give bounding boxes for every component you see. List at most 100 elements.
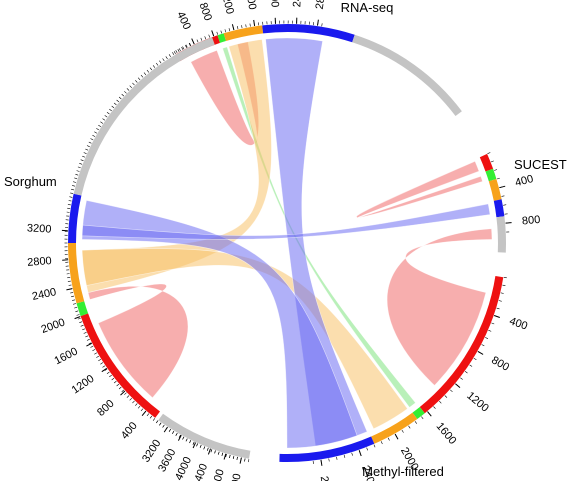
minor-tick — [236, 456, 238, 460]
minor-tick — [96, 355, 100, 358]
minor-tick — [75, 310, 79, 313]
minor-tick — [82, 155, 86, 158]
minor-tick — [106, 371, 110, 375]
link-sucest-sucest-red — [356, 160, 483, 219]
minor-tick — [76, 170, 80, 172]
minor-tick — [68, 284, 72, 286]
tick-label-sorghum: 800 — [95, 398, 117, 419]
minor-tick — [203, 446, 206, 450]
major-tick — [253, 19, 256, 26]
minor-tick — [494, 169, 498, 171]
minor-tick — [126, 395, 130, 398]
band-rnaseq-orange — [223, 25, 264, 41]
link-sorghum-sorghum-red — [87, 283, 189, 399]
major-tick — [120, 390, 126, 396]
major-tick — [223, 453, 227, 460]
tick-label-sucest: 800 — [521, 214, 540, 228]
segment-label-rnaseq: RNA-seq — [341, 0, 394, 15]
minor-tick — [72, 299, 76, 301]
minor-tick — [129, 397, 133, 401]
minor-tick — [216, 31, 218, 35]
minor-tick — [71, 295, 75, 298]
minor-tick — [68, 200, 72, 202]
tick-label-rnaseq: 2000 — [267, 0, 280, 8]
minor-tick — [491, 322, 495, 325]
minor-tick — [336, 456, 338, 460]
minor-tick — [132, 82, 135, 86]
minor-tick — [106, 111, 110, 115]
tick-label-methyl: 800 — [489, 354, 511, 374]
minor-tick — [135, 80, 138, 83]
minor-tick — [502, 284, 506, 286]
major-tick — [207, 448, 211, 455]
minor-tick — [408, 425, 411, 429]
minor-tick — [104, 115, 108, 118]
minor-tick — [481, 344, 485, 347]
minor-tick — [221, 452, 224, 456]
minor-tick — [210, 449, 213, 453]
tick-label-sorghum: 3200 — [27, 222, 52, 235]
minor-tick — [245, 24, 247, 28]
segment-label-sorghum: Sorghum — [4, 174, 57, 189]
minor-tick — [152, 65, 156, 68]
minor-tick — [490, 160, 494, 163]
minor-tick — [109, 374, 112, 378]
minor-tick — [66, 211, 70, 213]
minor-tick — [500, 292, 504, 294]
minor-tick — [98, 359, 102, 362]
minor-tick — [450, 389, 453, 393]
minor-tick — [100, 362, 104, 365]
minor-tick — [496, 307, 500, 310]
minor-tick — [328, 458, 330, 462]
tick-label-sorghum: 4000 — [173, 455, 194, 481]
minor-tick — [162, 58, 165, 62]
minor-tick — [155, 62, 159, 66]
band-methyl-orange — [371, 412, 418, 444]
major-tick — [231, 24, 235, 31]
tick-label-rnaseq: 1200 — [218, 0, 236, 15]
minor-tick — [155, 420, 159, 424]
minor-tick — [204, 36, 207, 40]
band-sorghum-orange — [68, 243, 85, 304]
minor-tick — [165, 426, 168, 430]
major-tick — [317, 19, 319, 26]
minor-tick — [70, 192, 74, 194]
minor-tick — [185, 438, 188, 442]
minor-tick — [501, 195, 505, 197]
minor-tick — [83, 332, 87, 334]
minor-tick — [175, 432, 178, 436]
minor-tick — [85, 148, 89, 151]
minor-tick — [67, 277, 71, 279]
tick-label-rnaseq: 2800 — [314, 0, 329, 10]
minor-tick — [140, 74, 144, 78]
minor-tick — [116, 99, 120, 103]
major-tick — [211, 30, 215, 37]
minor-tick — [401, 429, 404, 433]
minor-tick — [132, 400, 135, 404]
minor-tick — [173, 51, 176, 55]
minor-tick — [111, 377, 115, 381]
minor-tick — [124, 91, 127, 94]
minor-tick — [229, 454, 231, 458]
minor-tick — [168, 428, 171, 432]
minor-tick — [172, 52, 175, 56]
minor-tick — [503, 204, 507, 206]
segment-label-sucest: SUCEST — [514, 157, 567, 172]
minor-tick — [439, 400, 442, 404]
minor-tick — [92, 349, 96, 352]
minor-tick — [80, 159, 84, 162]
minor-tick — [237, 26, 239, 30]
major-tick — [455, 383, 461, 388]
link-sucest-sorghum-blue — [81, 203, 491, 240]
minor-tick — [77, 166, 81, 169]
minor-tick — [473, 357, 477, 361]
minor-tick — [485, 337, 489, 339]
minor-tick — [200, 37, 203, 41]
minor-tick — [421, 416, 424, 420]
minor-tick — [90, 345, 94, 348]
minor-tick — [104, 368, 108, 371]
segment-sucest — [479, 153, 507, 253]
minor-tick — [149, 67, 153, 71]
tick-label-sorghum: 2400 — [31, 286, 57, 303]
minor-tick — [214, 450, 216, 454]
